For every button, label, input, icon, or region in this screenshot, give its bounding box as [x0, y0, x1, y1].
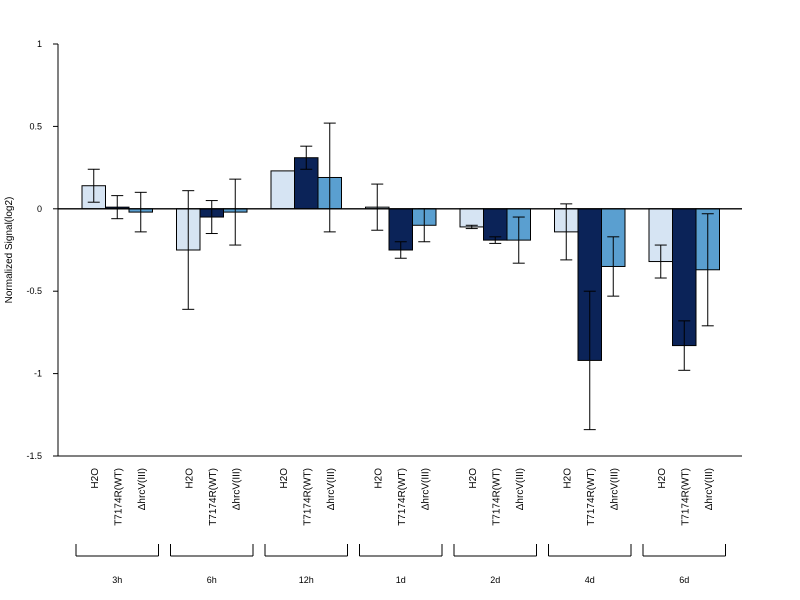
bar [483, 208, 508, 241]
condition-label: H2O [90, 468, 101, 489]
group-label: 3h [112, 575, 122, 585]
y-tick-label: 0 [37, 204, 42, 214]
condition-label: H2O [184, 468, 195, 489]
condition-label: ΔhrcV(III) [515, 468, 526, 510]
condition-label: H2O [468, 468, 479, 489]
y-tick-label: -1.5 [26, 451, 42, 461]
condition-label: ΔhrcV(III) [609, 468, 620, 510]
group-label: 12h [299, 575, 314, 585]
condition-label: ΔhrcV(III) [420, 468, 431, 510]
y-tick-label: 0.5 [29, 121, 42, 131]
group-label: 2d [490, 575, 500, 585]
condition-label: ΔhrcV(III) [231, 468, 242, 510]
condition-label: T7174R(WT) [208, 468, 219, 526]
condition-label: H2O [562, 468, 573, 489]
condition-label: ΔhrcV(III) [137, 468, 148, 510]
condition-label: T7174R(WT) [491, 468, 502, 526]
y-axis-title: Normalized Signal(log2) [4, 197, 15, 304]
condition-label: T7174R(WT) [397, 468, 408, 526]
condition-label: H2O [373, 468, 384, 489]
condition-label: T7174R(WT) [113, 468, 124, 526]
group-label: 4d [585, 575, 595, 585]
group-label: 6d [679, 575, 689, 585]
condition-label: H2O [279, 468, 290, 489]
bar [459, 208, 484, 228]
y-tick-label: 1 [37, 39, 42, 49]
condition-label: ΔhrcV(III) [326, 468, 337, 510]
condition-label: T7174R(WT) [680, 468, 691, 526]
bar [270, 170, 295, 210]
condition-label: T7174R(WT) [302, 468, 313, 526]
condition-label: ΔhrcV(III) [704, 468, 715, 510]
group-label: 6h [207, 575, 217, 585]
plot-area: 1 0.5 0 -0.5 -1 -1.5 H2O T7174R(WT) ΔhrcV(III) 3h… [26, 39, 742, 585]
y-tick-label: -0.5 [26, 286, 42, 296]
condition-label: T7174R(WT) [586, 468, 597, 526]
y-tick-label: -1 [34, 369, 42, 379]
group-label: 1d [396, 575, 406, 585]
condition-label: H2O [657, 468, 668, 489]
